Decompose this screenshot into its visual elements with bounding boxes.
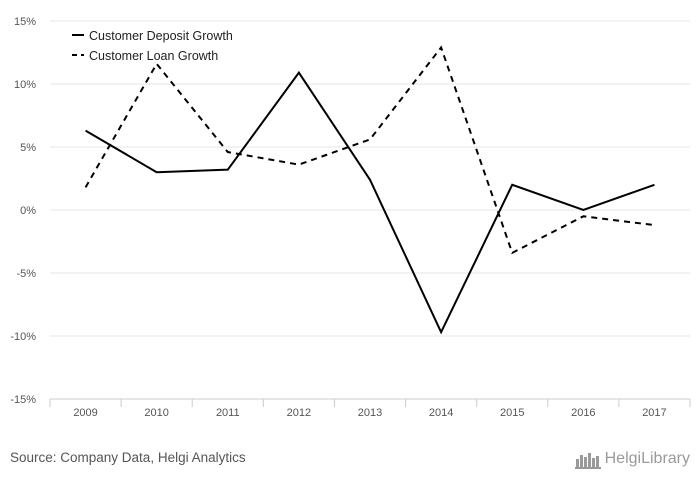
y-tick-label: 0% [20,205,36,217]
grid-layer [50,20,690,337]
x-tick-label: 2010 [144,407,168,419]
series-line-deposit [85,70,655,335]
series-layer [84,45,655,335]
source-note: Source: Company Data, Helgi Analytics [10,450,246,465]
x-axis-labels: 2009 2010 2011 2012 2013 2014 2015 2016 2017 [73,407,666,419]
x-axis [49,398,691,407]
series-line-loan [84,45,655,255]
x-tick-label: 2015 [500,407,524,419]
y-tick-label: -10% [10,331,36,343]
x-tick-label: 2014 [429,407,453,419]
x-tick-label: 2017 [642,407,666,419]
y-tick-label: 10% [14,79,36,91]
x-tick-label: 2009 [73,407,97,419]
brand-logo[interactable]: HelgiLibrary [574,449,690,469]
legend-label-deposit: Customer Deposit Growth [89,29,233,43]
y-tick-label: 5% [20,142,36,154]
x-tick-label: 2012 [287,407,311,419]
y-tick-label: 15% [14,16,36,28]
x-tick-label: 2013 [358,407,382,419]
y-tick-label: -15% [10,394,36,406]
brand-name: HelgiLibrary [604,450,690,467]
library-icon [574,453,601,469]
y-tick-label: -5% [16,268,36,280]
y-axis: 15% 10% 5% 0% -5% -10% -15% [10,16,36,406]
line-chart: 15%10%5%0%-5%-10%-15% 2009 2010 2011 2012 20… [10,16,691,419]
legend: Customer Deposit Growth Customer Loan Gr… [72,29,233,63]
x-tick-label: 2016 [571,407,595,419]
legend-label-loan: Customer Loan Growth [89,49,218,63]
x-tick-label: 2011 [216,407,240,419]
